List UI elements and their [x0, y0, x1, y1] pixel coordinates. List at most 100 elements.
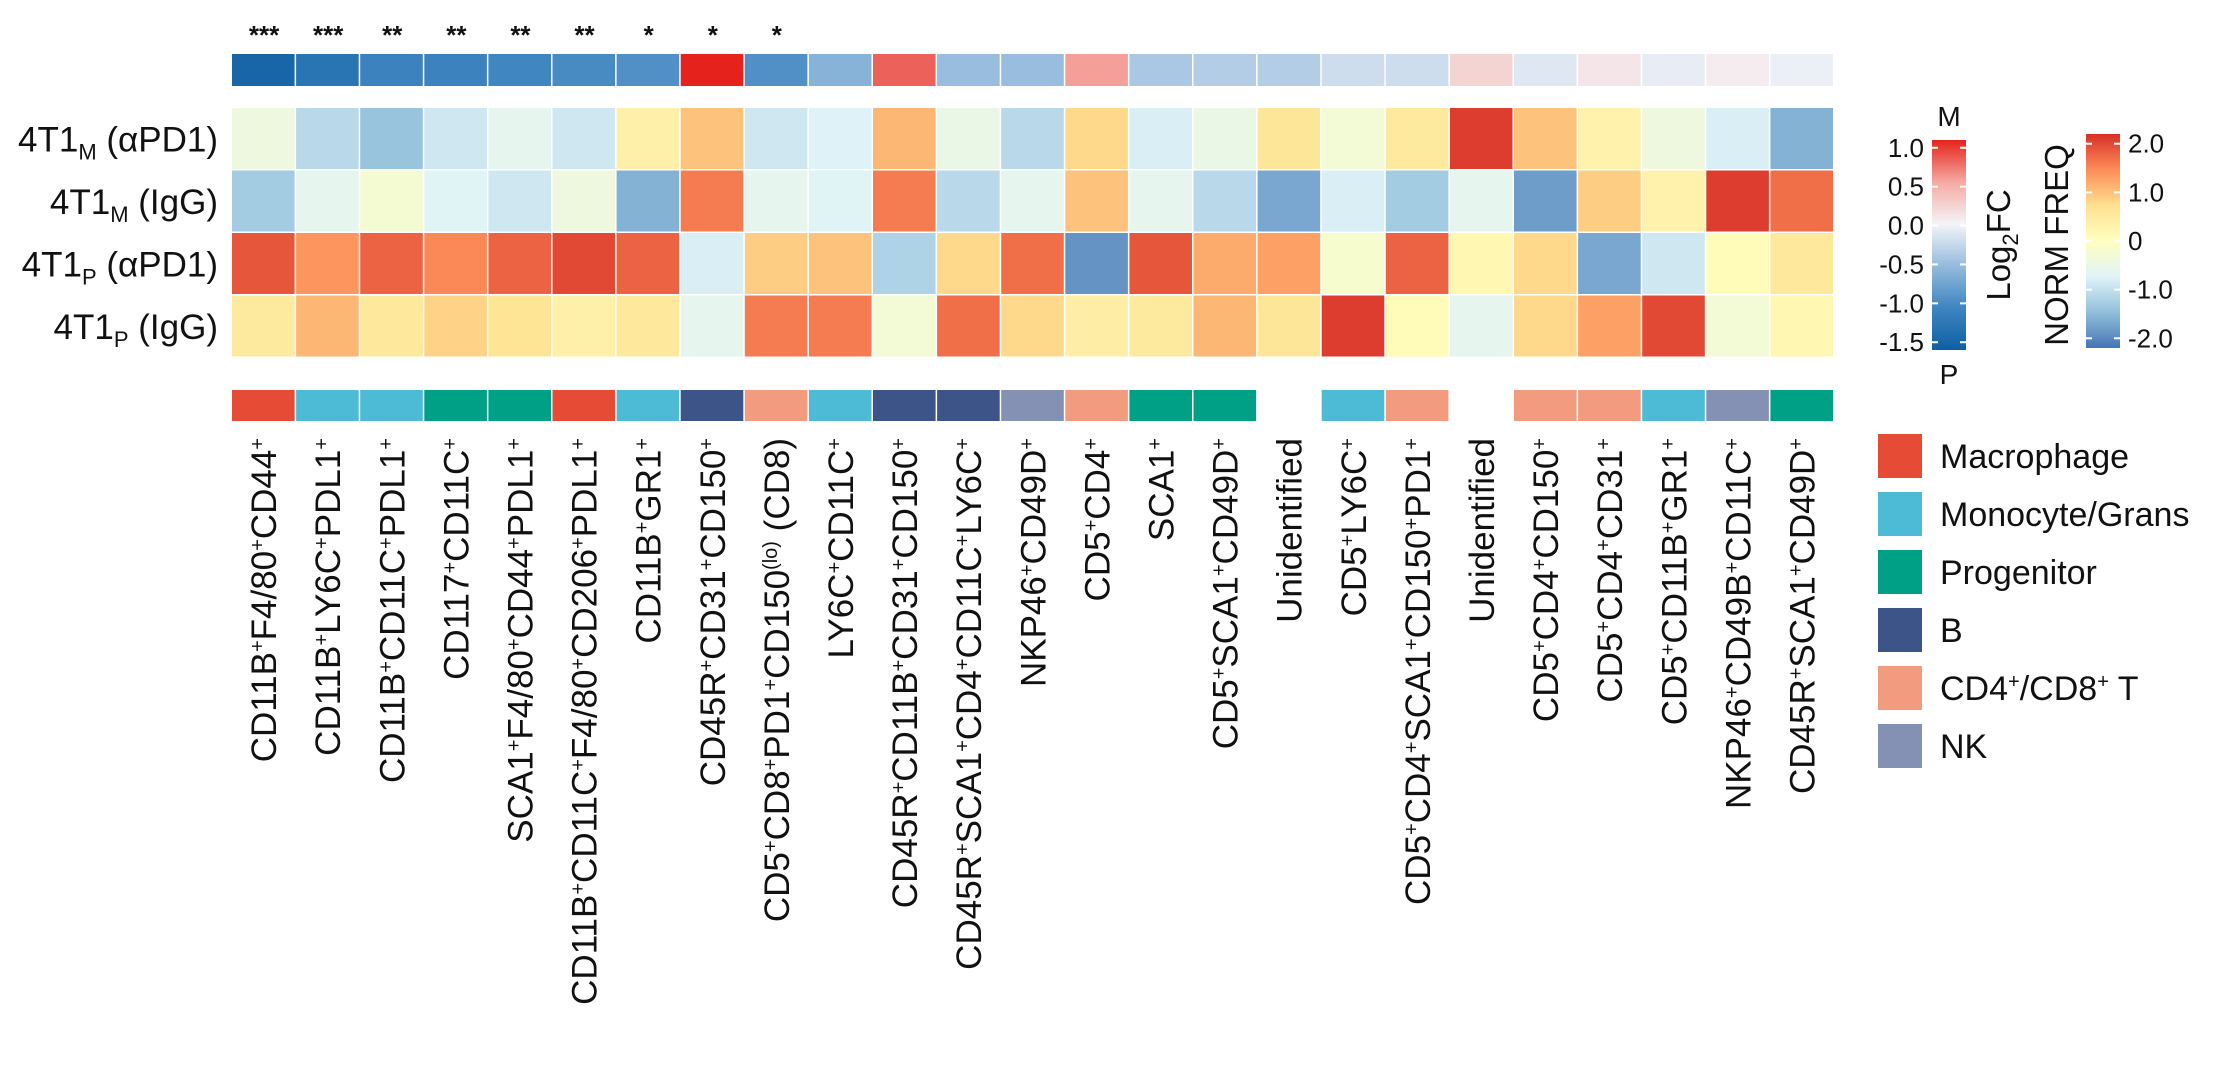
column-label: LY6C+​CD11C+​: [822, 438, 861, 659]
legend-label: B: [1940, 612, 1963, 650]
celltype-cell: [680, 390, 744, 421]
scale-tick-label: -1.0: [1879, 288, 1924, 318]
column-label: NKP46+​CD49B+​CD11C+​: [1719, 438, 1758, 809]
legend-label: Macrophage: [1940, 438, 2129, 476]
heatmap-cell: [360, 295, 423, 357]
log2fc-cell: [1642, 54, 1705, 86]
heatmap-cell: [552, 170, 616, 232]
log2fc-cell: [424, 54, 487, 86]
heatmap-cell: [1193, 170, 1257, 232]
scale-tick-label: 2.0: [2128, 129, 2164, 159]
celltype-cell: [488, 390, 551, 421]
heatmap-cell: [552, 295, 616, 357]
heatmap-cell: [1514, 295, 1577, 357]
column-label: CD117+​CD11C+​: [437, 438, 476, 680]
significance-label: ***: [249, 20, 280, 50]
row-label: 4T1M (IgG): [50, 183, 218, 227]
heatmap-cell: [680, 108, 744, 169]
heatmap-cell: [680, 295, 744, 357]
heatmap-cell: [360, 170, 423, 232]
heatmap-cell: [1770, 295, 1833, 357]
scale-tick-label: 0: [2128, 226, 2142, 256]
log2fc-cell: [1385, 54, 1449, 86]
heatmap-cell: [1578, 233, 1641, 294]
heatmap-cell: [1385, 295, 1449, 357]
celltype-cell: [1770, 390, 1833, 421]
heatmap-cell: [1642, 108, 1705, 169]
log2fc-cell: [232, 54, 295, 86]
column-label: CD11B+​GR1+​: [630, 438, 669, 644]
column-label: CD5+​CD8+​PD1+​CD150(lo)​ (CD8): [758, 438, 797, 922]
heatmap-cell: [873, 233, 936, 294]
heatmap-cell: [1065, 170, 1128, 232]
log2fc-cell: [1449, 54, 1513, 86]
scale-tick-label: -0.5: [1879, 249, 1924, 279]
heatmap-cell: [1642, 233, 1705, 294]
heatmap-cell: [616, 233, 680, 294]
heatmap-cell: [232, 233, 295, 294]
column-label: CD45R+​SCA1+​CD49D+​: [1783, 438, 1822, 794]
scale-tick-label: -2.0: [2128, 323, 2173, 353]
log2fc-cell: [1578, 54, 1641, 86]
scale-tick-label: 1.0: [2128, 177, 2164, 207]
heatmap-cell: [1321, 170, 1385, 232]
celltype-cell: [1321, 390, 1385, 421]
scale-tick-label: 1.0: [1888, 133, 1924, 163]
heatmap-cell: [424, 108, 487, 169]
column-label: CD5+​CD4+​SCA1+​CD150+​PD1+​: [1399, 438, 1438, 905]
heatmap-cell: [937, 170, 1000, 232]
heatmap-cell: [873, 170, 936, 232]
heatmap-cell: [552, 108, 616, 169]
legend-swatch: [1878, 492, 1922, 536]
celltype-cell: [1514, 390, 1577, 421]
celltype-cell: [1129, 390, 1192, 421]
heatmap-cell: [873, 295, 936, 357]
heatmap-cell: [873, 108, 936, 169]
significance-label: *: [644, 20, 655, 50]
column-label: CD45R+​SCA1+​CD4+​CD11C+​LY6C+​: [950, 438, 989, 970]
heatmap-cell: [1065, 295, 1128, 357]
column-label: CD45R+​CD11B+​CD31+​CD150+​: [886, 438, 925, 908]
log2fc-cell: [937, 54, 1000, 86]
column-label: Unidentified: [1271, 438, 1310, 623]
norm-freq-color-scale: 2.0 1.0 0 -1.0 -2.0 NORM FREQ: [2038, 129, 2173, 354]
heatmap-cell: [1642, 295, 1705, 357]
celltype-cell: [744, 390, 808, 421]
heatmap-cell: [744, 170, 808, 232]
scale-top-label: M: [1937, 101, 1960, 132]
heatmap-cell: [488, 108, 551, 169]
heatmap-cell: [1001, 108, 1064, 169]
log2fc-scale-title: Log2FC: [1980, 189, 2023, 300]
significance-label: **: [510, 20, 531, 50]
heatmap-cell: [808, 108, 872, 169]
heatmap-cell: [424, 295, 487, 357]
log2fc-cell: [1321, 54, 1385, 86]
heatmap-cell: [1193, 233, 1257, 294]
log2fc-gradient-bar: [1932, 140, 1966, 350]
heatmap-cell: [1065, 108, 1128, 169]
heatmap-cell: [488, 295, 551, 357]
heatmap-cell: [1001, 295, 1064, 357]
scale-tick-label: 0.5: [1888, 172, 1924, 202]
celltype-cell: [1001, 390, 1064, 421]
heatmap-cell: [937, 233, 1000, 294]
log2fc-cell: [296, 54, 359, 86]
heatmap-cell: [232, 170, 295, 232]
heatmap-cell: [1706, 295, 1769, 357]
log2fc-cell: [552, 54, 616, 86]
heatmap-cell: [744, 233, 808, 294]
row-label: 4T1P (αPD1): [22, 245, 218, 289]
heatmap-cell: [1706, 233, 1769, 294]
column-label: CD11B+​CD11C+​F4/80+​CD206+​PDL1+​: [566, 438, 605, 1005]
heatmap-cell: [1193, 108, 1257, 169]
legend-swatch: [1878, 550, 1922, 594]
heatmap-cell: [1321, 233, 1385, 294]
heatmap-cell: [488, 233, 551, 294]
norm-freq-scale-title: NORM FREQ: [2038, 144, 2075, 346]
heatmap-cell: [1001, 233, 1064, 294]
row-label: 4T1M (αPD1): [18, 120, 218, 164]
heatmap-cell: [552, 233, 616, 294]
column-label: CD5+​CD4+​CD150+​: [1527, 438, 1566, 722]
heatmap-cell: [1578, 108, 1641, 169]
